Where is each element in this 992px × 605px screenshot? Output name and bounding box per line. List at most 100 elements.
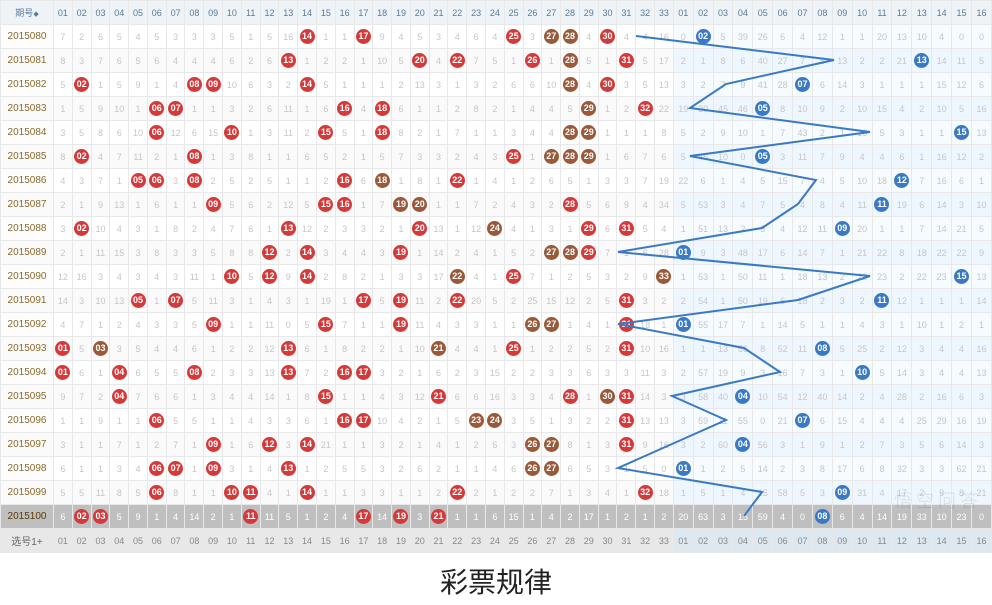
- red-cell-2: 5: [72, 481, 91, 505]
- red-cell-9: 4: [204, 49, 223, 73]
- blue-cell-6: 16: [773, 361, 793, 385]
- sel-red-10[interactable]: 10: [223, 529, 242, 553]
- header-row: 期号◆0102030405060708091011121314151617181…: [1, 1, 992, 25]
- sel-blue-16[interactable]: 16: [971, 529, 991, 553]
- red-cell-17: 4: [354, 241, 373, 265]
- red-cell-31: 3: [617, 169, 636, 193]
- sel-red-20[interactable]: 20: [410, 529, 429, 553]
- sel-blue-1[interactable]: 01: [673, 529, 693, 553]
- sel-blue-10[interactable]: 10: [852, 529, 872, 553]
- blue-cell-5: 40: [753, 49, 773, 73]
- red-cell-9: 1: [204, 481, 223, 505]
- red-ball-10: 10: [223, 481, 242, 505]
- red-header-10: 10: [223, 1, 242, 25]
- sel-red-15[interactable]: 15: [316, 529, 335, 553]
- red-cell-22: 5: [448, 409, 467, 433]
- red-cell-28: 3: [561, 409, 580, 433]
- sel-blue-4[interactable]: 04: [733, 529, 753, 553]
- red-ball-19: 19: [392, 241, 411, 265]
- blue-cell-16: 13: [971, 121, 991, 145]
- sel-red-24[interactable]: 24: [485, 529, 504, 553]
- sel-red-4[interactable]: 04: [110, 529, 129, 553]
- red-ball-13: 13: [279, 457, 298, 481]
- sel-red-13[interactable]: 13: [279, 529, 298, 553]
- blue-header-11: 11: [872, 1, 892, 25]
- red-cell-24: 4: [485, 457, 504, 481]
- blue-ball-2: 02: [693, 25, 713, 49]
- sel-red-8[interactable]: 08: [185, 529, 204, 553]
- selector-label: 选号1+: [1, 529, 54, 553]
- sel-blue-2[interactable]: 02: [693, 529, 713, 553]
- sel-red-9[interactable]: 09: [204, 529, 223, 553]
- blue-cell-14: 14: [932, 49, 952, 73]
- sel-blue-11[interactable]: 11: [872, 529, 892, 553]
- sel-red-6[interactable]: 06: [147, 529, 166, 553]
- red-cell-21: 1: [429, 97, 448, 121]
- sel-red-33[interactable]: 33: [655, 529, 674, 553]
- blue-cell-3: 13: [713, 217, 733, 241]
- sel-red-21[interactable]: 21: [429, 529, 448, 553]
- sel-red-31[interactable]: 31: [617, 529, 636, 553]
- sel-blue-8[interactable]: 08: [812, 529, 832, 553]
- blue-cell-2: 57: [693, 361, 713, 385]
- sel-red-26[interactable]: 26: [523, 529, 542, 553]
- red-header-8: 08: [185, 1, 204, 25]
- red-cell-2: 1: [72, 433, 91, 457]
- sel-red-2[interactable]: 02: [72, 529, 91, 553]
- red-ball-16: 16: [335, 361, 354, 385]
- sel-red-3[interactable]: 03: [91, 529, 110, 553]
- red-ball-27: 27: [542, 457, 561, 481]
- sel-red-11[interactable]: 11: [241, 529, 260, 553]
- sel-blue-5[interactable]: 05: [753, 529, 773, 553]
- red-cell-6: 1: [147, 505, 166, 529]
- sel-blue-15[interactable]: 15: [952, 529, 972, 553]
- sel-blue-9[interactable]: 09: [832, 529, 852, 553]
- red-cell-24: 1: [485, 481, 504, 505]
- sel-blue-13[interactable]: 13: [912, 529, 932, 553]
- red-cell-22: 2: [448, 361, 467, 385]
- sel-red-30[interactable]: 30: [598, 529, 617, 553]
- sel-red-7[interactable]: 07: [166, 529, 185, 553]
- blue-ball-8: 08: [812, 505, 832, 529]
- sel-red-27[interactable]: 27: [542, 529, 561, 553]
- blue-cell-14: 16: [932, 385, 952, 409]
- sel-red-29[interactable]: 29: [579, 529, 598, 553]
- sel-red-12[interactable]: 12: [260, 529, 279, 553]
- red-ball-7: 07: [166, 97, 185, 121]
- sel-red-18[interactable]: 18: [373, 529, 392, 553]
- sel-red-19[interactable]: 19: [392, 529, 411, 553]
- sel-blue-12[interactable]: 12: [892, 529, 912, 553]
- period-header[interactable]: 期号◆: [1, 1, 54, 25]
- red-cell-27: 7: [542, 481, 561, 505]
- blue-cell-13: 2: [912, 481, 932, 505]
- sel-blue-6[interactable]: 06: [773, 529, 793, 553]
- red-cell-24: 6: [485, 433, 504, 457]
- sel-red-23[interactable]: 23: [467, 529, 486, 553]
- blue-ball-1: 01: [673, 241, 693, 265]
- sel-red-16[interactable]: 16: [335, 529, 354, 553]
- sel-red-22[interactable]: 22: [448, 529, 467, 553]
- sel-red-32[interactable]: 32: [636, 529, 655, 553]
- red-cell-30: 4: [598, 481, 617, 505]
- period-cell: 2015084: [1, 121, 54, 145]
- red-cell-7: 7: [166, 433, 185, 457]
- red-cell-12: 3: [260, 409, 279, 433]
- sel-red-25[interactable]: 25: [504, 529, 523, 553]
- sel-red-14[interactable]: 14: [298, 529, 317, 553]
- sel-red-28[interactable]: 28: [561, 529, 580, 553]
- sel-blue-7[interactable]: 07: [793, 529, 813, 553]
- red-ball-19: 19: [392, 505, 411, 529]
- sel-red-5[interactable]: 05: [129, 529, 148, 553]
- sel-blue-14[interactable]: 14: [932, 529, 952, 553]
- red-cell-14: 12: [298, 217, 317, 241]
- red-cell-21: 4: [429, 49, 448, 73]
- sel-red-1[interactable]: 01: [54, 529, 73, 553]
- selector-row[interactable]: 选号1+010203040506070809101112131415161718…: [1, 529, 992, 553]
- red-cell-30: 5: [598, 289, 617, 313]
- red-cell-11: 2: [241, 169, 260, 193]
- red-cell-3: 10: [91, 289, 110, 313]
- sel-red-17[interactable]: 17: [354, 529, 373, 553]
- blue-cell-14: 4: [932, 25, 952, 49]
- red-ball-3: 03: [91, 505, 110, 529]
- sel-blue-3[interactable]: 03: [713, 529, 733, 553]
